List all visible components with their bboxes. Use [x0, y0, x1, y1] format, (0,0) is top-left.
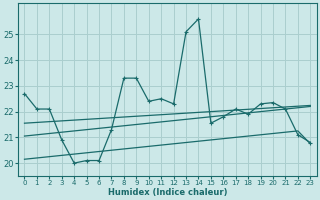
- X-axis label: Humidex (Indice chaleur): Humidex (Indice chaleur): [108, 188, 227, 197]
